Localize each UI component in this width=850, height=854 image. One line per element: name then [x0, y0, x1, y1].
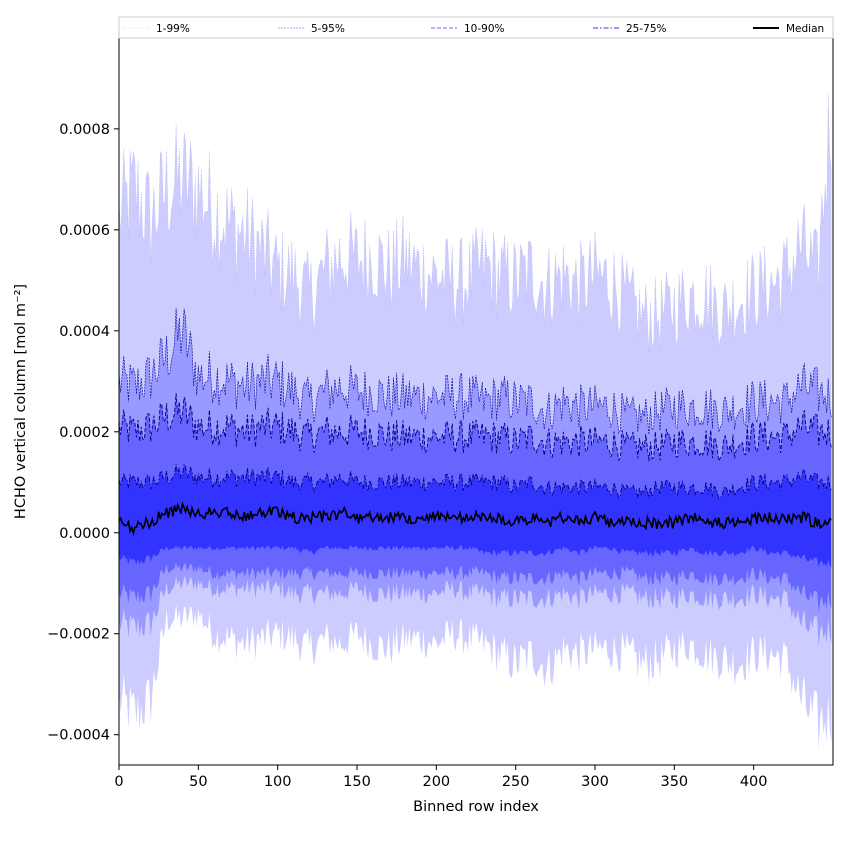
percentile-bands: [119, 93, 832, 750]
x-tick-label: 300: [581, 774, 609, 790]
x-tick-label: 50: [189, 774, 207, 790]
median-line: [119, 501, 832, 537]
band-upper-line-1-99%: [119, 93, 832, 353]
y-tick-label: 0.0006: [59, 223, 110, 239]
y-axis: −0.0004 −0.0002 0.0000 0.0002 0.0004 0.0006 0.…: [47, 122, 119, 744]
x-axis: 0 50 100 150 200 250 300 350 400: [114, 765, 768, 790]
y-tick-label: 0.0000: [59, 526, 110, 542]
band-upper-line-5-95%: [119, 308, 832, 435]
x-tick-label: 0: [114, 774, 123, 790]
x-tick-label: 100: [264, 774, 292, 790]
band-upper-line-25-75%: [119, 463, 832, 500]
legend-label: 10-90%: [464, 23, 505, 35]
y-tick-label: 0.0002: [59, 425, 110, 441]
x-tick-label: 350: [660, 774, 688, 790]
percentile-lines: [119, 93, 832, 500]
y-tick-label: 0.0008: [59, 122, 110, 138]
x-axis-label: Binned row index: [413, 799, 539, 815]
x-tick-label: 250: [502, 774, 530, 790]
x-tick-label: 200: [422, 774, 450, 790]
legend-label: 5-95%: [311, 23, 345, 35]
y-tick-label: −0.0002: [47, 627, 110, 643]
x-tick-label: 400: [740, 774, 768, 790]
y-tick-label: 0.0004: [59, 324, 110, 340]
legend-label: 25-75%: [626, 23, 667, 35]
legend-label: Median: [786, 23, 824, 35]
legend: 1-99% 5-95% 10-90% 25-75% Median: [118, 16, 834, 39]
x-tick-label: 150: [343, 774, 371, 790]
median-series: [119, 501, 832, 537]
y-tick-label: −0.0004: [47, 728, 110, 744]
y-axis-label: HCHO vertical column [mol m⁻²]: [13, 284, 29, 519]
band-upper-line-10-90%: [119, 393, 832, 463]
legend-label: 1-99%: [156, 23, 190, 35]
legend-box: [118, 16, 834, 39]
